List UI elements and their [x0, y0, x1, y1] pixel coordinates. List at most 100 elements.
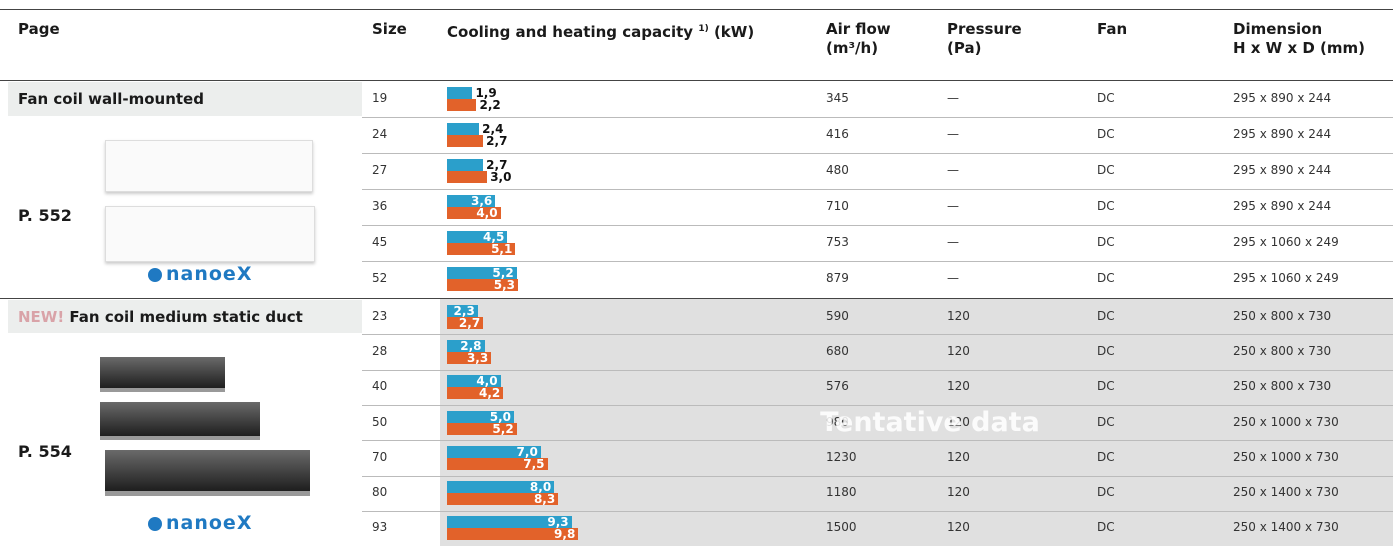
- page-ref: P. 554: [18, 442, 72, 461]
- row-line: [362, 370, 1393, 371]
- unit-image: [105, 206, 315, 262]
- air-flow: 576: [826, 379, 849, 393]
- air-flow: 1500: [826, 520, 857, 534]
- cooling-label: 9,3: [447, 517, 569, 528]
- dimension: 295 x 890 x 244: [1233, 91, 1331, 105]
- fan: DC: [1097, 163, 1115, 177]
- pressure: —: [947, 271, 959, 285]
- unit-image: [100, 402, 260, 440]
- heating-label: 7,5: [447, 459, 545, 470]
- heating-label: 8,3: [447, 494, 555, 505]
- rule: [0, 80, 1393, 81]
- row-line: [362, 334, 1393, 335]
- size: 93: [372, 520, 387, 534]
- cooling-label: 2,3: [447, 306, 475, 317]
- heating-label: 3,0: [490, 172, 511, 183]
- size: 23: [372, 309, 387, 323]
- pressure: 120: [947, 450, 970, 464]
- size: 52: [372, 271, 387, 285]
- fan: DC: [1097, 271, 1115, 285]
- row-line: [362, 440, 1393, 441]
- pressure: 120: [947, 379, 970, 393]
- heating-label: 2,2: [479, 100, 500, 111]
- air-flow: 1180: [826, 485, 857, 499]
- heating-label: 5,2: [447, 424, 514, 435]
- heating-label: 4,0: [447, 208, 498, 219]
- fan: DC: [1097, 450, 1115, 464]
- group-title: NEW! Fan coil medium static duct: [18, 308, 303, 326]
- heating-label: 9,8: [447, 529, 575, 540]
- air-flow: 480: [826, 163, 849, 177]
- dimension: 250 x 1000 x 730: [1233, 450, 1339, 464]
- heating-label: 4,2: [447, 388, 500, 399]
- unit-image: [100, 357, 225, 392]
- air-flow: 1230: [826, 450, 857, 464]
- pressure: 120: [947, 520, 970, 534]
- header-page: Page: [18, 20, 60, 39]
- row-line: [362, 117, 1393, 118]
- dimension: 250 x 800 x 730: [1233, 309, 1331, 323]
- heating-bar: [447, 99, 476, 111]
- row-line: [362, 189, 1393, 190]
- heating-label: 2,7: [447, 318, 480, 329]
- watermark: Tentative data: [760, 407, 1100, 438]
- dimension: Dimension: [1233, 20, 1322, 38]
- air-flow: 416: [826, 127, 849, 141]
- heating-label: 5,3: [447, 280, 515, 291]
- size: 70: [372, 450, 387, 464]
- fan: DC: [1097, 127, 1115, 141]
- badge: NEW!: [18, 308, 64, 326]
- dimension: 295 x 890 x 244: [1233, 127, 1331, 141]
- heating-label: 2,7: [486, 136, 507, 147]
- dimension: 295 x 890 x 244: [1233, 163, 1331, 177]
- size: 40: [372, 379, 387, 393]
- size: 36: [372, 199, 387, 213]
- fan: DC: [1097, 309, 1115, 323]
- page: Page Size Cooling and heating capacity 1…: [0, 0, 1393, 546]
- logo: nanoeX: [166, 263, 252, 285]
- cooling-bar: [447, 123, 479, 135]
- capacity: Cooling and heating capacity: [447, 23, 693, 41]
- fan: DC: [1097, 344, 1115, 358]
- fan: DC: [1097, 91, 1115, 105]
- logo-dot: [148, 268, 162, 282]
- header-fan: Fan: [1097, 20, 1127, 39]
- dimension: 250 x 1000 x 730: [1233, 415, 1339, 429]
- pressure: —: [947, 199, 959, 213]
- heating-label: 5,1: [447, 244, 512, 255]
- pressure: Pressure: [947, 20, 1022, 38]
- unit: (kW): [714, 23, 754, 41]
- dimension: 250 x 1400 x 730: [1233, 520, 1339, 534]
- size: 28: [372, 344, 387, 358]
- header-air-flow: Air flow(m³/h): [826, 20, 891, 58]
- header-pressure: Pressure(Pa): [947, 20, 1022, 58]
- air-flow: 879: [826, 271, 849, 285]
- group-title: Fan coil wall-mounted: [18, 90, 204, 108]
- size: 24: [372, 127, 387, 141]
- size: 50: [372, 415, 387, 429]
- row-line: [362, 476, 1393, 477]
- pressure: 120: [947, 344, 970, 358]
- fan: DC: [1097, 379, 1115, 393]
- header-size: Size: [372, 20, 407, 39]
- page-ref: P. 552: [18, 206, 72, 225]
- air-flow: 710: [826, 199, 849, 213]
- size: 45: [372, 235, 387, 249]
- unit-image: [105, 140, 313, 192]
- air-flow: 345: [826, 91, 849, 105]
- row-line: [362, 225, 1393, 226]
- cooling-bar: [447, 159, 483, 171]
- air-flow: 680: [826, 344, 849, 358]
- dimension: 295 x 1060 x 249: [1233, 271, 1339, 285]
- cooling-bar: [447, 87, 472, 99]
- note: 1): [698, 24, 708, 34]
- pressure: —: [947, 163, 959, 177]
- unit-image: [105, 450, 310, 496]
- fan: DC: [1097, 199, 1115, 213]
- air-flow: Air flow: [826, 20, 891, 38]
- unit: (Pa): [947, 39, 981, 57]
- logo-dot: [148, 517, 162, 531]
- pressure: 120: [947, 309, 970, 323]
- fan: DC: [1097, 235, 1115, 249]
